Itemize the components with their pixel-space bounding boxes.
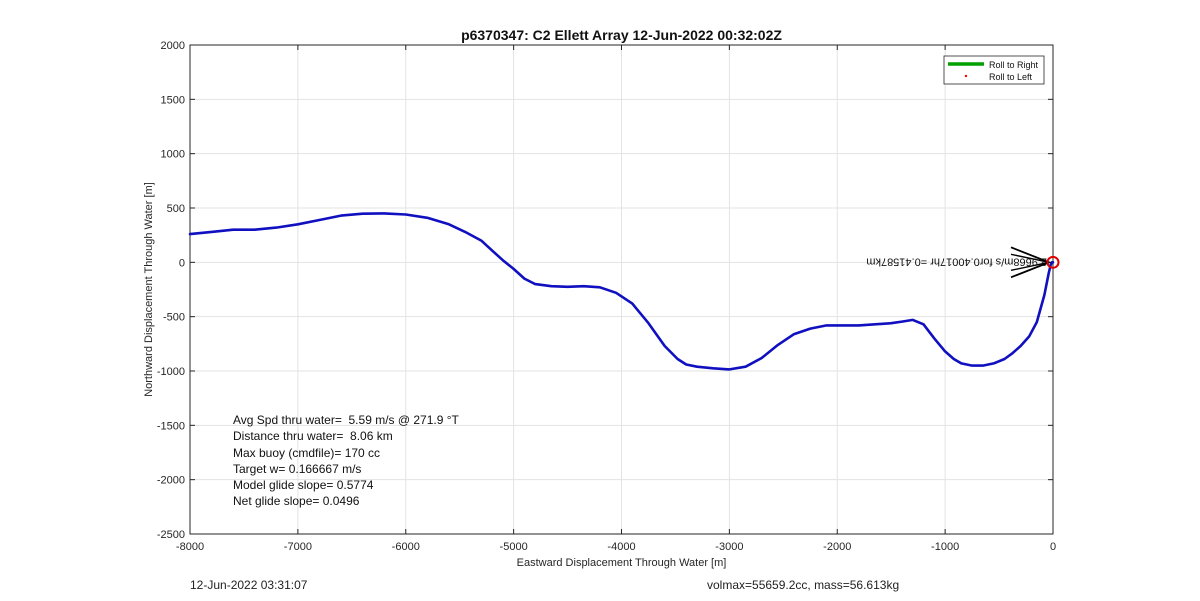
- y-tick-label: -2500: [157, 529, 185, 541]
- y-axis-label: Northward Displacement Through Water [m]: [143, 182, 155, 397]
- x-tick-label: 0: [1050, 541, 1056, 553]
- chart-title: p6370347: C2 Ellett Array 12-Jun-2022 00…: [461, 27, 782, 43]
- legend: Roll to Right Roll to Left: [943, 55, 1045, 85]
- annotation-layer: 2.9668m/s for0.40017hr =0.41587km: [866, 246, 1060, 279]
- marker-annotation: 2.9668m/s for0.40017hr =0.41587km: [866, 255, 1047, 267]
- y-tick-label: 1000: [161, 149, 185, 161]
- x-tick-label: -5000: [500, 541, 528, 553]
- stats-target-w: Target w= 0.166667 m/s: [233, 461, 362, 476]
- x-tick-label: -8000: [176, 541, 204, 553]
- y-tick-label: -2000: [157, 475, 185, 487]
- legend-label: Roll to Right: [989, 60, 1039, 70]
- stats-model-glide: Model glide slope= 0.5774: [233, 478, 374, 493]
- y-tick-label: 500: [167, 203, 185, 215]
- y-tick-label: -1500: [157, 420, 185, 432]
- label-layer: p6370347: C2 Ellett Array 12-Jun-2022 00…: [143, 27, 782, 569]
- x-tick-label: -3000: [715, 541, 743, 553]
- data-layer: [188, 212, 1055, 371]
- end-marker: [1046, 255, 1060, 269]
- track-line: [188, 212, 1055, 371]
- footer-volmass: volmax=55659.2cc, mass=56.613kg: [707, 578, 900, 592]
- y-tick-label: 0: [179, 257, 185, 269]
- y-tick-label: -1000: [157, 366, 185, 378]
- x-tick-label: -4000: [607, 541, 635, 553]
- legend-box: [943, 55, 1045, 85]
- stats-avg-speed: Avg Spd thru water= 5.59 m/s @ 271.9 °T: [233, 413, 459, 427]
- x-tick-label: -6000: [392, 541, 420, 553]
- footer-timestamp: 12-Jun-2022 03:31:07: [190, 578, 308, 592]
- legend-swatch-dot: [964, 74, 968, 78]
- stats-distance: Distance thru water= 8.06 km: [233, 429, 393, 444]
- y-tick-label: -500: [163, 312, 185, 324]
- y-tick-label: 2000: [161, 40, 185, 52]
- y-tick-label: 1500: [161, 94, 185, 106]
- x-tick-label: -7000: [284, 541, 312, 553]
- axes: -8000 -7000 -6000 -5000 -4000 -3000 -2000 -1000…: [157, 40, 1056, 553]
- x-axis-label: Eastward Displacement Through Water [m]: [517, 557, 727, 569]
- legend-label: Roll to Left: [989, 72, 1033, 82]
- x-tick-label: -2000: [823, 541, 851, 553]
- stats-net-glide: Net glide slope= 0.0496: [233, 494, 360, 509]
- direction-arrow-stroke: [1010, 261, 1050, 272]
- stats-max-buoy: Max buoy (cmdfile)= 170 cc: [233, 445, 381, 460]
- x-tick-label: -1000: [931, 541, 959, 553]
- direction-arrow-stroke: [1010, 253, 1050, 264]
- stats-block: Avg Spd thru water= 5.59 m/s @ 271.9 °T …: [233, 412, 459, 510]
